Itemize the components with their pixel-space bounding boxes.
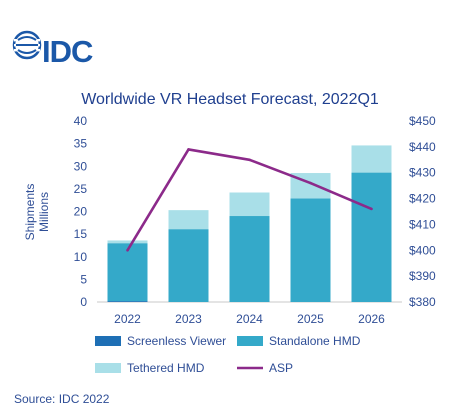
bar-tethered-hmd-2022 bbox=[107, 240, 148, 244]
x-tick-label: 2026 bbox=[358, 312, 385, 326]
y2-tick-label: $440 bbox=[409, 140, 436, 154]
y2-tick-label: $450 bbox=[409, 114, 436, 128]
bar-standalone-hmd-2023 bbox=[168, 229, 209, 302]
asp-point-2024 bbox=[248, 158, 251, 162]
y-axis-label-line2: Millions bbox=[37, 192, 51, 232]
vr-forecast-chart: Worldwide VR Headset Forecast, 2022Q1 0 5 1… bbox=[23, 91, 436, 375]
bar-tethered-hmd-2024 bbox=[229, 192, 270, 217]
y-tick-label: 20 bbox=[74, 205, 88, 219]
legend-label-tethered-hmd: Tethered HMD bbox=[127, 361, 205, 375]
asp-point-2023 bbox=[187, 148, 190, 151]
x-tick-label: 2022 bbox=[114, 312, 141, 326]
bar-screenless-viewer-2022 bbox=[107, 301, 148, 302]
idc-logo-text: IDC bbox=[42, 34, 93, 69]
legend-swatch-standalone-hmd bbox=[237, 336, 263, 346]
y2-tick-label: $420 bbox=[409, 192, 436, 206]
y-tick-label: 5 bbox=[80, 272, 87, 286]
x-tick-label: 2025 bbox=[297, 312, 324, 326]
y-axis-label-line1: Shipments bbox=[23, 184, 37, 241]
legend-label-screenless-viewer: Screenless Viewer bbox=[127, 334, 226, 348]
bar-tethered-hmd-2026 bbox=[351, 145, 392, 173]
y-tick-label: 25 bbox=[74, 182, 88, 196]
idc-logo-globe-icon bbox=[12, 30, 42, 60]
bar-standalone-hmd-2024 bbox=[229, 216, 270, 302]
x-tick-label: 2024 bbox=[236, 312, 263, 326]
asp-point-2026 bbox=[370, 207, 373, 211]
y-tick-label: 30 bbox=[74, 159, 88, 173]
y-tick-label: 0 bbox=[80, 295, 87, 309]
x-tick-label: 2023 bbox=[175, 312, 202, 326]
chart-title: Worldwide VR Headset Forecast, 2022Q1 bbox=[81, 91, 379, 108]
asp-point-2022 bbox=[126, 248, 129, 252]
legend-label-asp: ASP bbox=[269, 361, 293, 375]
y2-tick-label: $390 bbox=[409, 269, 436, 283]
bar-standalone-hmd-2022 bbox=[107, 243, 148, 302]
asp-point-2025 bbox=[309, 181, 312, 185]
y-tick-label: 10 bbox=[74, 250, 88, 264]
legend-swatch-screenless-viewer bbox=[95, 336, 121, 346]
bar-standalone-hmd-2025 bbox=[290, 198, 331, 302]
y2-tick-label: $380 bbox=[409, 295, 436, 309]
legend-label-standalone-hmd: Standalone HMD bbox=[269, 334, 361, 348]
y2-tick-label: $430 bbox=[409, 166, 436, 180]
legend-swatch-tethered-hmd bbox=[95, 363, 121, 373]
y-tick-label: 15 bbox=[74, 227, 88, 241]
y-tick-label: 35 bbox=[74, 137, 88, 151]
y2-tick-label: $410 bbox=[409, 217, 436, 231]
bar-tethered-hmd-2023 bbox=[168, 210, 209, 230]
source-note: Source: IDC 2022 bbox=[14, 392, 110, 406]
y-tick-label: 40 bbox=[74, 114, 88, 128]
y2-tick-label: $400 bbox=[409, 243, 436, 257]
bar-standalone-hmd-2026 bbox=[351, 172, 392, 302]
